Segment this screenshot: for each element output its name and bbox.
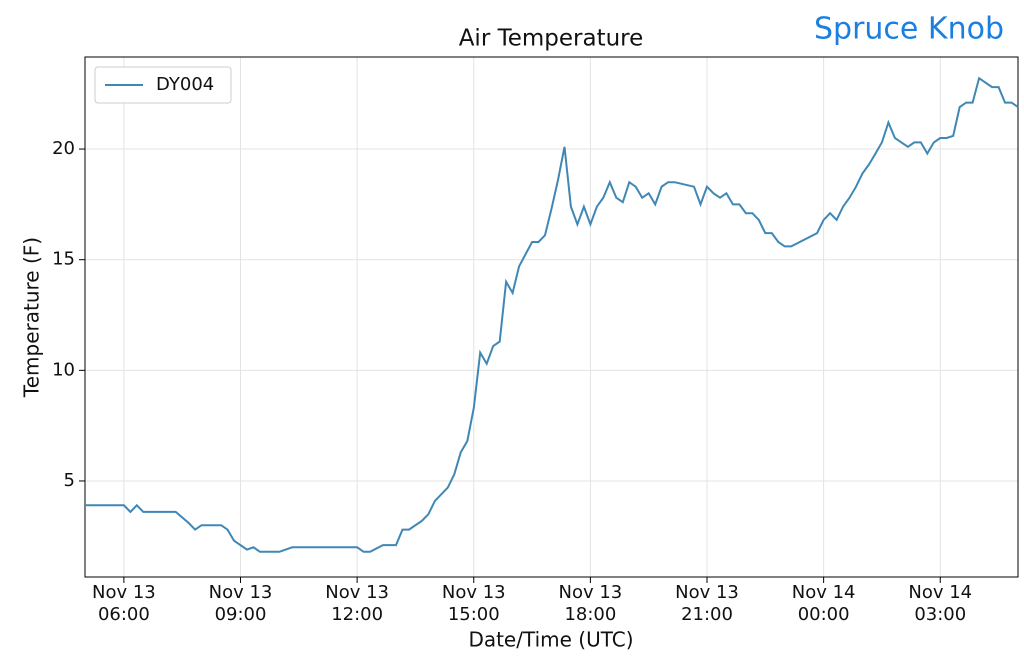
chart-title: Air Temperature	[459, 26, 644, 52]
y-tick-label: 10	[52, 359, 75, 380]
y-axis-label: Temperature (F)	[20, 237, 44, 398]
x-axis-label: Date/Time (UTC)	[468, 628, 633, 652]
x-tick-label: 06:00	[98, 604, 150, 625]
plot-frame	[84, 56, 1019, 578]
data-line	[85, 76, 1019, 553]
y-tick-label: 20	[52, 138, 75, 159]
site-name: Spruce Knob	[814, 12, 1004, 47]
x-tick-label: 15:00	[448, 604, 500, 625]
y-tick-label: 15	[52, 249, 75, 270]
x-tick-label: 21:00	[681, 604, 733, 625]
x-tick-label: Nov 13	[325, 582, 389, 603]
x-tick-label: 00:00	[798, 604, 850, 625]
legend-box	[94, 66, 232, 104]
x-tick-label: Nov 13	[675, 582, 739, 603]
legend-label: DY004	[156, 74, 214, 95]
x-tick-label: Nov 13	[209, 582, 273, 603]
x-tick-label: 03:00	[914, 604, 966, 625]
x-tick-label: 09:00	[215, 604, 267, 625]
x-tick-label: Nov 14	[792, 582, 856, 603]
x-tick-label: Nov 13	[92, 582, 156, 603]
x-tick-label: Nov 13	[558, 582, 622, 603]
x-tick-label: Nov 14	[908, 582, 972, 603]
y-tick-label: 5	[64, 470, 75, 491]
x-tick-label: 12:00	[331, 604, 383, 625]
x-tick-label: Nov 13	[442, 582, 506, 603]
x-tick-label: 18:00	[564, 604, 616, 625]
